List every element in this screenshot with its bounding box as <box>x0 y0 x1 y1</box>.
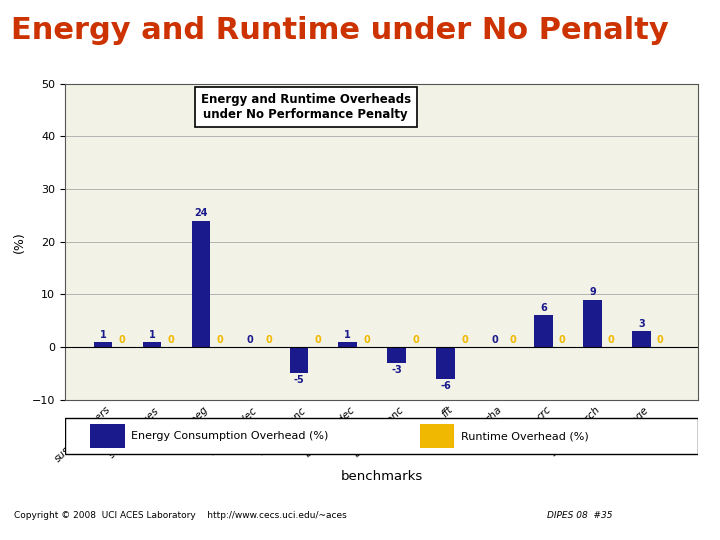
Text: 0: 0 <box>461 335 468 345</box>
X-axis label: benchmarks: benchmarks <box>341 470 423 483</box>
Text: 6: 6 <box>540 303 547 313</box>
Text: Energy and Runtime Overheads
under No Performance Penalty: Energy and Runtime Overheads under No Pe… <box>200 93 410 121</box>
Text: 24: 24 <box>194 208 207 219</box>
Bar <box>387 347 406 363</box>
FancyBboxPatch shape <box>66 418 698 454</box>
Text: 0: 0 <box>510 335 517 345</box>
Text: 0: 0 <box>491 335 498 345</box>
Text: 0: 0 <box>608 335 615 345</box>
Text: -5: -5 <box>294 375 304 386</box>
Text: Energy Consumption Overhead (%): Energy Consumption Overhead (%) <box>131 431 329 441</box>
Bar <box>338 342 357 347</box>
Text: 0: 0 <box>559 335 566 345</box>
Text: DIPES 08  #35: DIPES 08 #35 <box>547 511 613 520</box>
Bar <box>94 342 112 347</box>
Bar <box>90 424 125 448</box>
Bar <box>143 342 161 347</box>
Text: 0: 0 <box>118 335 125 345</box>
Text: Energy and Runtime under No Penalty: Energy and Runtime under No Penalty <box>11 16 669 45</box>
Text: -6: -6 <box>441 381 451 390</box>
Text: 0: 0 <box>246 335 253 345</box>
Text: Copyright © 2008  UCI ACES Laboratory    http://www.cecs.uci.edu/~aces: Copyright © 2008 UCI ACES Laboratory htt… <box>14 511 347 520</box>
Text: 1: 1 <box>344 329 351 340</box>
Bar <box>632 331 651 347</box>
Text: 0: 0 <box>167 335 174 345</box>
Text: 0: 0 <box>657 335 664 345</box>
Text: 0: 0 <box>265 335 272 345</box>
Text: 3: 3 <box>639 319 645 329</box>
Y-axis label: (%): (%) <box>13 231 26 253</box>
Bar <box>192 221 210 347</box>
Text: 0: 0 <box>363 335 370 345</box>
Text: 0: 0 <box>314 335 321 345</box>
Bar <box>289 347 308 373</box>
Text: 1: 1 <box>99 329 107 340</box>
Bar <box>534 315 553 347</box>
Text: -3: -3 <box>392 365 402 375</box>
Text: 1: 1 <box>148 329 156 340</box>
Text: Runtime Overhead (%): Runtime Overhead (%) <box>461 431 588 441</box>
Bar <box>583 300 602 347</box>
Bar <box>436 347 455 379</box>
Text: 0: 0 <box>412 335 419 345</box>
Text: 9: 9 <box>590 287 596 298</box>
Text: 0: 0 <box>216 335 223 345</box>
Bar <box>420 424 454 448</box>
